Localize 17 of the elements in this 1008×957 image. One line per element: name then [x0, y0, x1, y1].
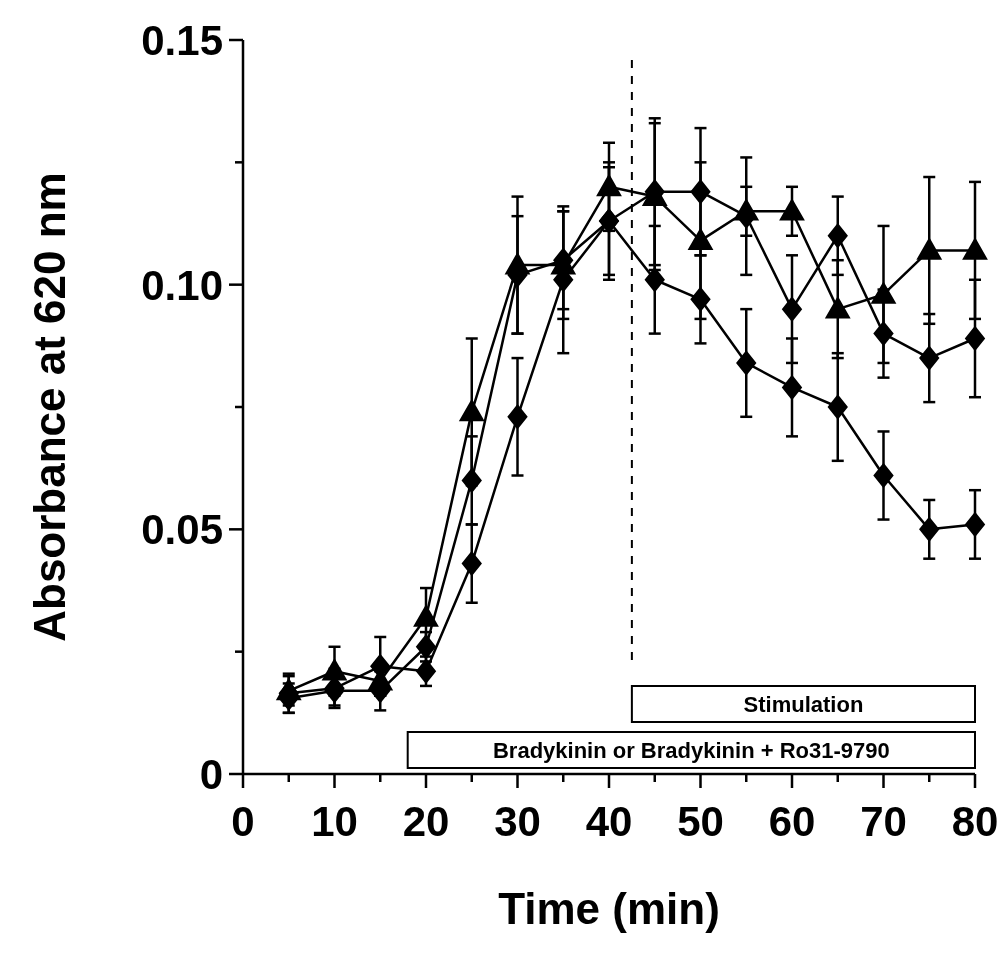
- y-axis-title: Absorbance at 620 nm: [25, 172, 74, 642]
- x-tick-label: 30: [494, 798, 541, 845]
- x-tick-label: 60: [768, 798, 816, 845]
- y-tick-label: 0: [199, 751, 223, 799]
- band-label: Stimulation: [743, 692, 864, 717]
- x-tick-label: 50: [677, 798, 724, 845]
- x-tick-label: 80: [951, 798, 999, 845]
- y-tick-label: 0.15: [141, 17, 223, 65]
- band-label: Bradykinin or Bradykinin + Ro31-9790: [492, 738, 890, 763]
- x-tick-label: 70: [860, 798, 907, 845]
- x-axis-title: Time (min): [498, 884, 720, 933]
- x-tick-label: 0: [231, 798, 255, 845]
- y-tick-label: 0.10: [141, 261, 223, 309]
- x-tick-label: 40: [585, 798, 633, 845]
- y-tick-label: 0.05: [141, 506, 223, 554]
- x-tick-label: 20: [402, 798, 450, 845]
- x-tick-label: 10: [311, 798, 358, 845]
